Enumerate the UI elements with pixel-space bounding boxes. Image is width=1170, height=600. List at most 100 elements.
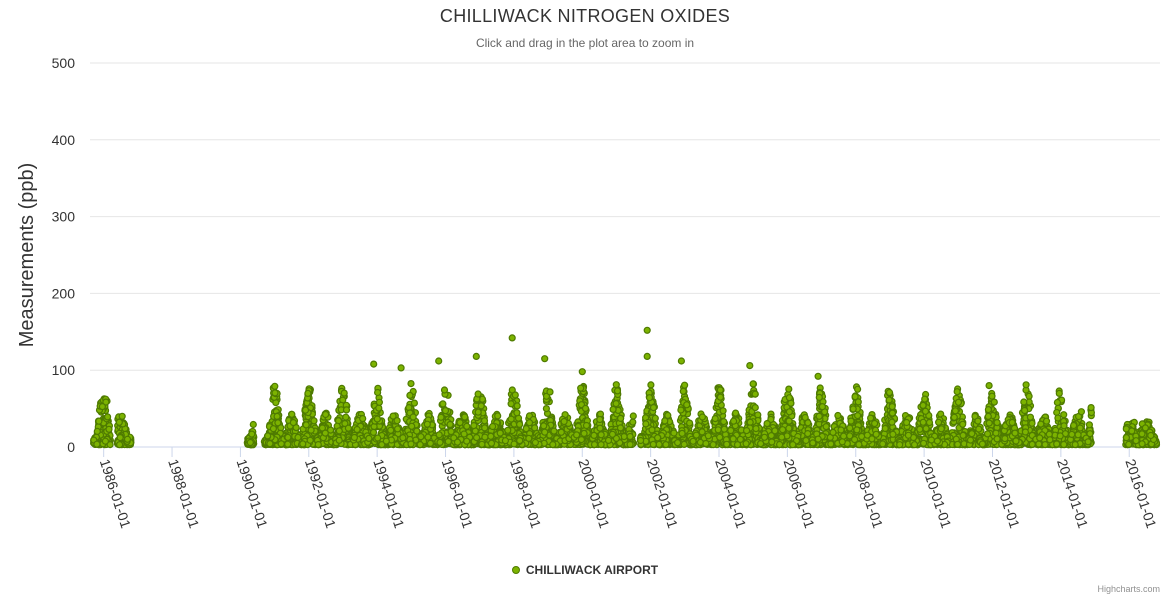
data-point[interactable] bbox=[510, 440, 518, 448]
data-point[interactable] bbox=[302, 421, 310, 429]
data-point[interactable] bbox=[289, 419, 297, 427]
data-point[interactable] bbox=[314, 441, 322, 449]
data-point[interactable] bbox=[478, 440, 486, 448]
series-chilliwack-airport[interactable] bbox=[89, 326, 1161, 449]
data-point[interactable] bbox=[105, 425, 113, 433]
data-point[interactable] bbox=[294, 433, 302, 441]
data-point[interactable] bbox=[572, 431, 581, 439]
data-point[interactable] bbox=[335, 427, 343, 435]
data-point[interactable] bbox=[507, 415, 515, 423]
data-point[interactable] bbox=[435, 431, 443, 439]
data-point[interactable] bbox=[612, 381, 620, 389]
data-point[interactable] bbox=[560, 417, 568, 426]
data-point[interactable] bbox=[374, 388, 382, 397]
data-point[interactable] bbox=[299, 440, 307, 448]
data-point[interactable] bbox=[507, 400, 515, 408]
data-point[interactable] bbox=[608, 430, 617, 438]
data-point[interactable] bbox=[406, 391, 414, 399]
data-point[interactable] bbox=[306, 436, 314, 444]
data-point[interactable] bbox=[626, 440, 634, 449]
data-point[interactable] bbox=[322, 410, 330, 419]
data-point[interactable] bbox=[581, 404, 590, 412]
data-point[interactable] bbox=[470, 422, 478, 430]
data-point[interactable] bbox=[626, 432, 634, 441]
data-point[interactable] bbox=[597, 431, 605, 439]
data-point[interactable] bbox=[249, 420, 257, 429]
data-point[interactable] bbox=[123, 435, 132, 443]
data-point[interactable] bbox=[481, 433, 489, 441]
data-point[interactable] bbox=[269, 425, 277, 433]
data-point[interactable] bbox=[353, 425, 361, 434]
data-point[interactable] bbox=[284, 433, 292, 441]
data-point[interactable] bbox=[102, 398, 110, 406]
data-point[interactable] bbox=[101, 437, 110, 445]
data-point[interactable] bbox=[118, 412, 126, 420]
data-point[interactable] bbox=[540, 422, 548, 430]
data-point[interactable] bbox=[444, 437, 452, 446]
data-point[interactable] bbox=[365, 434, 373, 442]
data-point[interactable] bbox=[342, 413, 350, 421]
data-point[interactable] bbox=[596, 415, 604, 424]
data-point[interactable] bbox=[474, 408, 482, 416]
data-point[interactable] bbox=[504, 426, 512, 434]
data-point[interactable] bbox=[274, 419, 282, 427]
data-point[interactable] bbox=[612, 400, 620, 408]
data-point[interactable] bbox=[481, 424, 489, 432]
data-point[interactable] bbox=[115, 441, 124, 449]
data-point[interactable] bbox=[437, 413, 445, 421]
data-point[interactable] bbox=[440, 386, 449, 394]
data-point[interactable] bbox=[597, 441, 605, 449]
data-point[interactable] bbox=[115, 418, 123, 426]
data-point[interactable] bbox=[590, 431, 598, 439]
data-point[interactable] bbox=[647, 381, 655, 389]
data-point[interactable] bbox=[473, 434, 481, 442]
data-point[interactable] bbox=[273, 412, 281, 420]
data-point[interactable] bbox=[342, 406, 351, 414]
data-point[interactable] bbox=[288, 410, 296, 418]
data-point[interactable] bbox=[629, 418, 637, 426]
data-point[interactable] bbox=[375, 404, 383, 412]
data-point[interactable] bbox=[531, 424, 539, 432]
data-point[interactable] bbox=[441, 407, 450, 415]
data-point[interactable] bbox=[489, 422, 497, 431]
data-point[interactable] bbox=[327, 426, 335, 434]
data-point[interactable] bbox=[375, 398, 383, 406]
data-point[interactable] bbox=[359, 415, 367, 423]
data-point[interactable] bbox=[387, 426, 395, 434]
data-point[interactable] bbox=[304, 389, 312, 397]
data-point[interactable] bbox=[550, 427, 558, 435]
data-point[interactable] bbox=[409, 413, 417, 421]
data-point[interactable] bbox=[496, 429, 504, 437]
data-point[interactable] bbox=[93, 440, 101, 448]
data-point[interactable] bbox=[541, 428, 549, 436]
data-point[interactable] bbox=[382, 437, 390, 445]
data-point[interactable] bbox=[369, 428, 378, 436]
data-point[interactable] bbox=[511, 391, 519, 399]
data-point[interactable] bbox=[416, 441, 424, 449]
data-point[interactable] bbox=[344, 424, 352, 432]
data-point[interactable] bbox=[407, 440, 415, 448]
data-point[interactable] bbox=[1025, 392, 1033, 400]
data-point[interactable] bbox=[487, 439, 496, 447]
data-point[interactable] bbox=[609, 405, 617, 413]
data-point[interactable] bbox=[310, 417, 318, 425]
data-point[interactable] bbox=[266, 440, 274, 448]
data-point[interactable] bbox=[1022, 381, 1030, 389]
data-point[interactable] bbox=[525, 434, 533, 442]
data-point[interactable] bbox=[373, 415, 381, 423]
data-point[interactable] bbox=[613, 387, 622, 395]
data-point[interactable] bbox=[277, 440, 285, 448]
data-point[interactable] bbox=[423, 420, 431, 428]
data-point[interactable] bbox=[487, 432, 495, 440]
data-point[interactable] bbox=[549, 441, 557, 449]
data-point[interactable] bbox=[542, 405, 551, 413]
data-point[interactable] bbox=[374, 434, 382, 442]
data-point[interactable] bbox=[271, 389, 279, 397]
data-point[interactable] bbox=[424, 433, 432, 441]
data-point[interactable] bbox=[264, 432, 272, 440]
data-point[interactable] bbox=[103, 413, 112, 421]
data-point[interactable] bbox=[463, 422, 471, 430]
data-point[interactable] bbox=[516, 437, 524, 445]
data-point[interactable] bbox=[988, 392, 996, 400]
data-point[interactable] bbox=[389, 412, 397, 420]
